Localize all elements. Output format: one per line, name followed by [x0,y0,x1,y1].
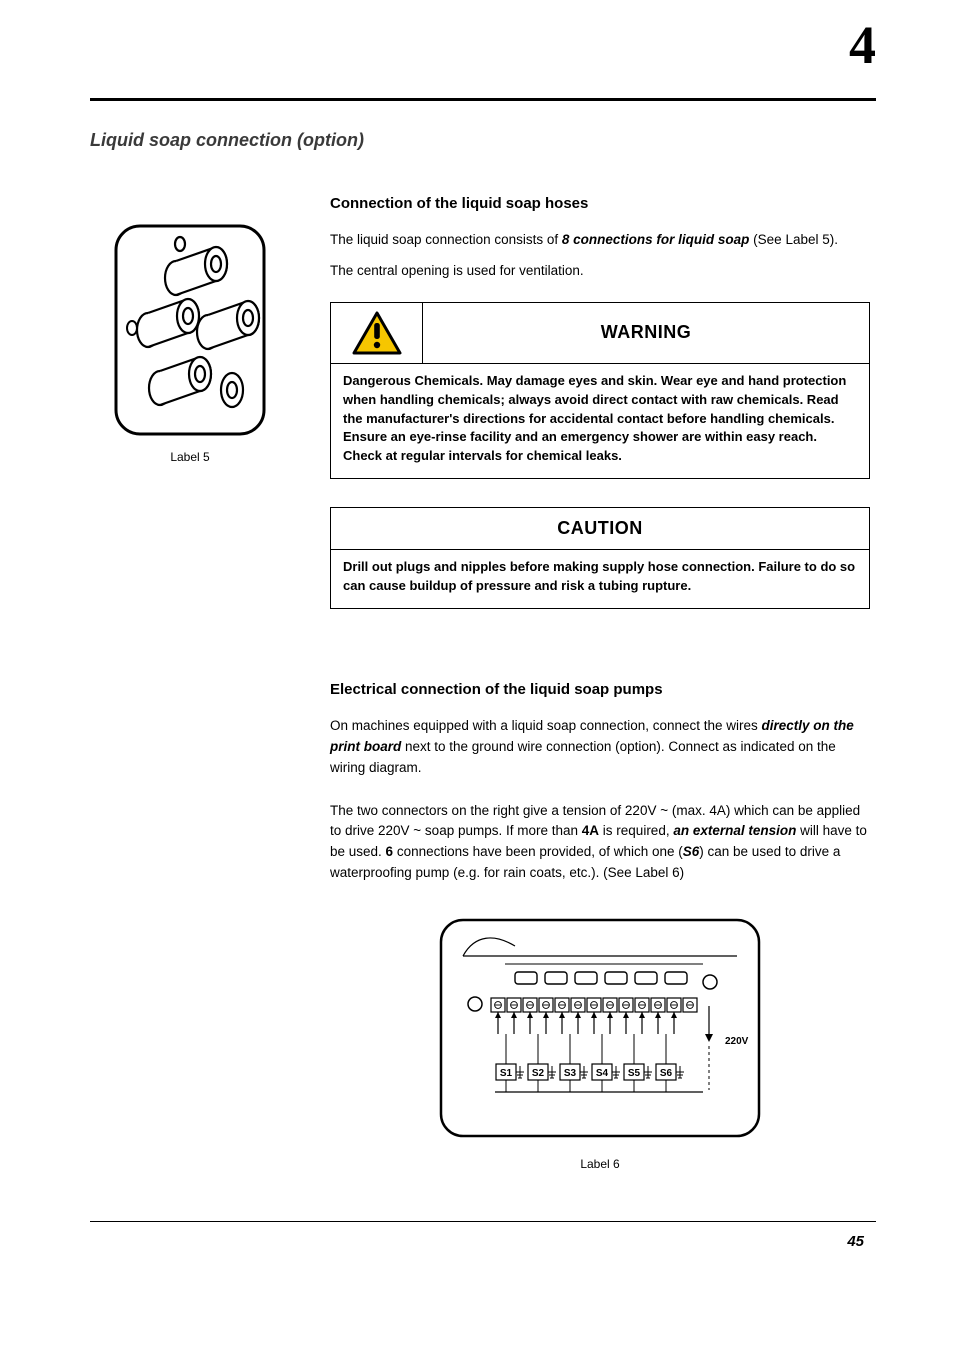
p3-a: On machines equipped with a liquid soap … [330,718,762,733]
label5-caption: Label 5 [90,450,290,464]
p4-d: connections have been provided, of which… [393,844,683,859]
p1-a: The liquid soap connection consists of [330,232,562,247]
subheading-electrical: Electrical connection of the liquid soap… [330,681,870,698]
figure-label6: S1 S2 S3 S4 S5 S6 220V Label 6 [330,914,870,1171]
main-column: Connection of the liquid soap hoses The … [330,195,870,1171]
p4-b: is required, [599,823,673,838]
warning-triangle-icon [352,311,402,355]
p3-b: next to the ground wire connection (opti… [330,739,836,775]
svg-text:S3: S3 [564,1068,577,1079]
warning-box: WARNING Dangerous Chemicals. May damage … [330,302,870,479]
subheading-hoses: Connection of the liquid soap hoses [330,195,870,212]
svg-text:S5: S5 [628,1068,641,1079]
caution-title: CAUTION [331,508,869,550]
paragraph-2: The central opening is used for ventilat… [330,261,870,282]
label5-illustration [110,220,270,440]
p4-bold2: an external tension [673,823,796,838]
p4-bold3: 6 [386,844,394,859]
paragraph-1: The liquid soap connection consists of 8… [330,230,870,251]
p4-bold1: 4A [582,823,599,838]
bottom-rule [90,1221,876,1223]
paragraph-3: On machines equipped with a liquid soap … [330,716,870,779]
warning-header: WARNING [331,303,869,364]
label6-caption: Label 6 [330,1157,870,1171]
svg-text:S4: S4 [596,1068,609,1079]
page: 4 Liquid soap connection (option) [0,0,954,1350]
warning-title: WARNING [423,303,869,364]
p4-bold4: S6 [683,844,700,859]
svg-text:S2: S2 [532,1068,545,1079]
svg-text:S6: S6 [660,1068,673,1079]
p1-bold: 8 connections for liquid soap [562,232,750,247]
top-rule [90,98,876,101]
warning-icon-cell [331,303,423,364]
svg-text:S1: S1 [500,1068,513,1079]
caution-body: Drill out plugs and nipples before makin… [331,550,869,608]
warning-body: Dangerous Chemicals. May damage eyes and… [331,364,869,478]
figure-label5: Label 5 [90,220,290,464]
page-number: 45 [847,1233,864,1250]
p1-b: (See Label 5). [749,232,838,247]
label6-illustration: S1 S2 S3 S4 S5 S6 220V [435,914,765,1144]
chapter-number: 4 [849,14,876,76]
caution-box: CAUTION Drill out plugs and nipples befo… [330,507,870,609]
paragraph-4: The two connectors on the right give a t… [330,801,870,885]
section-title: Liquid soap connection (option) [90,130,364,151]
svg-text:220V: 220V [725,1036,749,1047]
